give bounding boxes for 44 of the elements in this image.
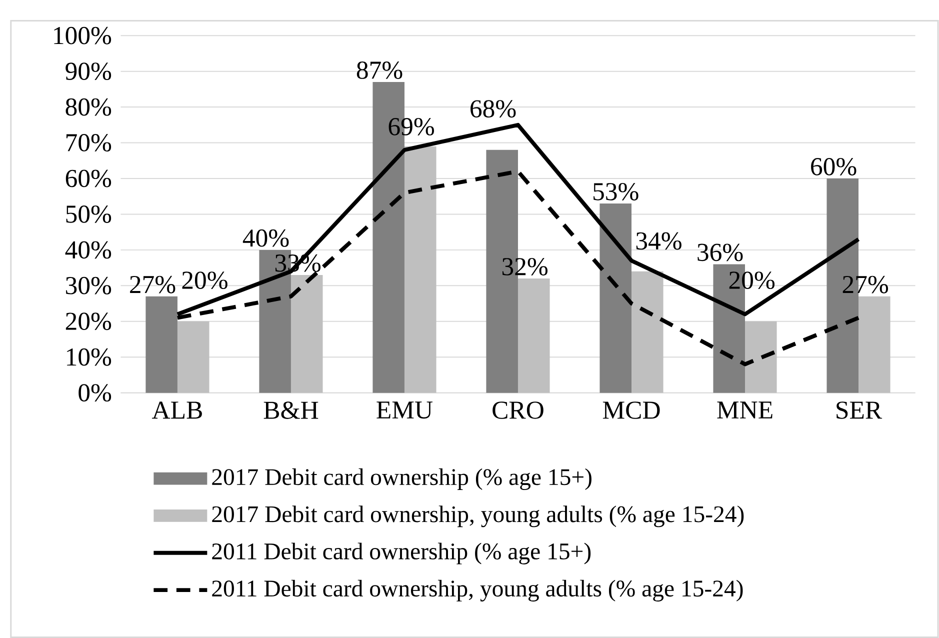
data-label: 60% xyxy=(811,158,856,176)
legend-label: 2011 Debit card ownership (% age 15+) xyxy=(212,542,591,564)
data-label: 34% xyxy=(636,232,682,250)
x-tick-label: CRO xyxy=(492,401,544,419)
y-tick-label: 10% xyxy=(67,348,112,366)
y-tick-label: 100% xyxy=(54,26,112,44)
y-tick-label: 60% xyxy=(66,170,112,188)
y-tick-label: 70% xyxy=(66,134,112,152)
y-tick-label: 20% xyxy=(66,312,112,330)
bar xyxy=(600,203,632,393)
y-tick-label: 0% xyxy=(78,384,112,402)
y-tick-label: 50% xyxy=(66,205,112,223)
y-tick-label: 90% xyxy=(66,62,112,80)
x-tick-label: MCD xyxy=(602,401,660,419)
data-label: 20% xyxy=(729,271,775,289)
data-label: 32% xyxy=(502,258,548,276)
x-tick-label: MNE xyxy=(717,401,772,418)
bar xyxy=(631,271,664,393)
legend-label: 2017 Debit card ownership (% age 15+) xyxy=(212,468,592,490)
x-tick-label: SER xyxy=(836,401,882,419)
y-tick-label: 80% xyxy=(66,98,112,116)
data-label: 40% xyxy=(242,229,289,247)
data-label: 20% xyxy=(182,271,228,289)
bar xyxy=(404,146,436,393)
data-label: 87% xyxy=(356,61,402,79)
data-label: 68% xyxy=(470,100,516,118)
bar xyxy=(290,274,323,393)
bar xyxy=(146,296,178,393)
bar xyxy=(745,321,777,393)
data-label: 36% xyxy=(698,244,743,262)
y-tick-label: 40% xyxy=(65,241,112,259)
data-label: 27% xyxy=(842,276,888,294)
bar xyxy=(518,278,550,393)
x-tick-label: EMU xyxy=(376,401,433,419)
legend-label: 2017 Debit card ownership, young adults (% age 15-24) xyxy=(212,505,744,528)
data-label: 27% xyxy=(130,276,176,294)
x-tick-label: B&H xyxy=(264,401,318,419)
data-label: 69% xyxy=(388,118,434,136)
bar xyxy=(177,321,210,393)
y-tick-label: 30% xyxy=(66,276,112,294)
data-label: 53% xyxy=(594,182,638,200)
legend-label: 2011 Debit card ownership, young adults (% age 15-24) xyxy=(212,580,743,602)
bar xyxy=(858,296,890,393)
x-tick-label: ALB xyxy=(152,401,202,419)
